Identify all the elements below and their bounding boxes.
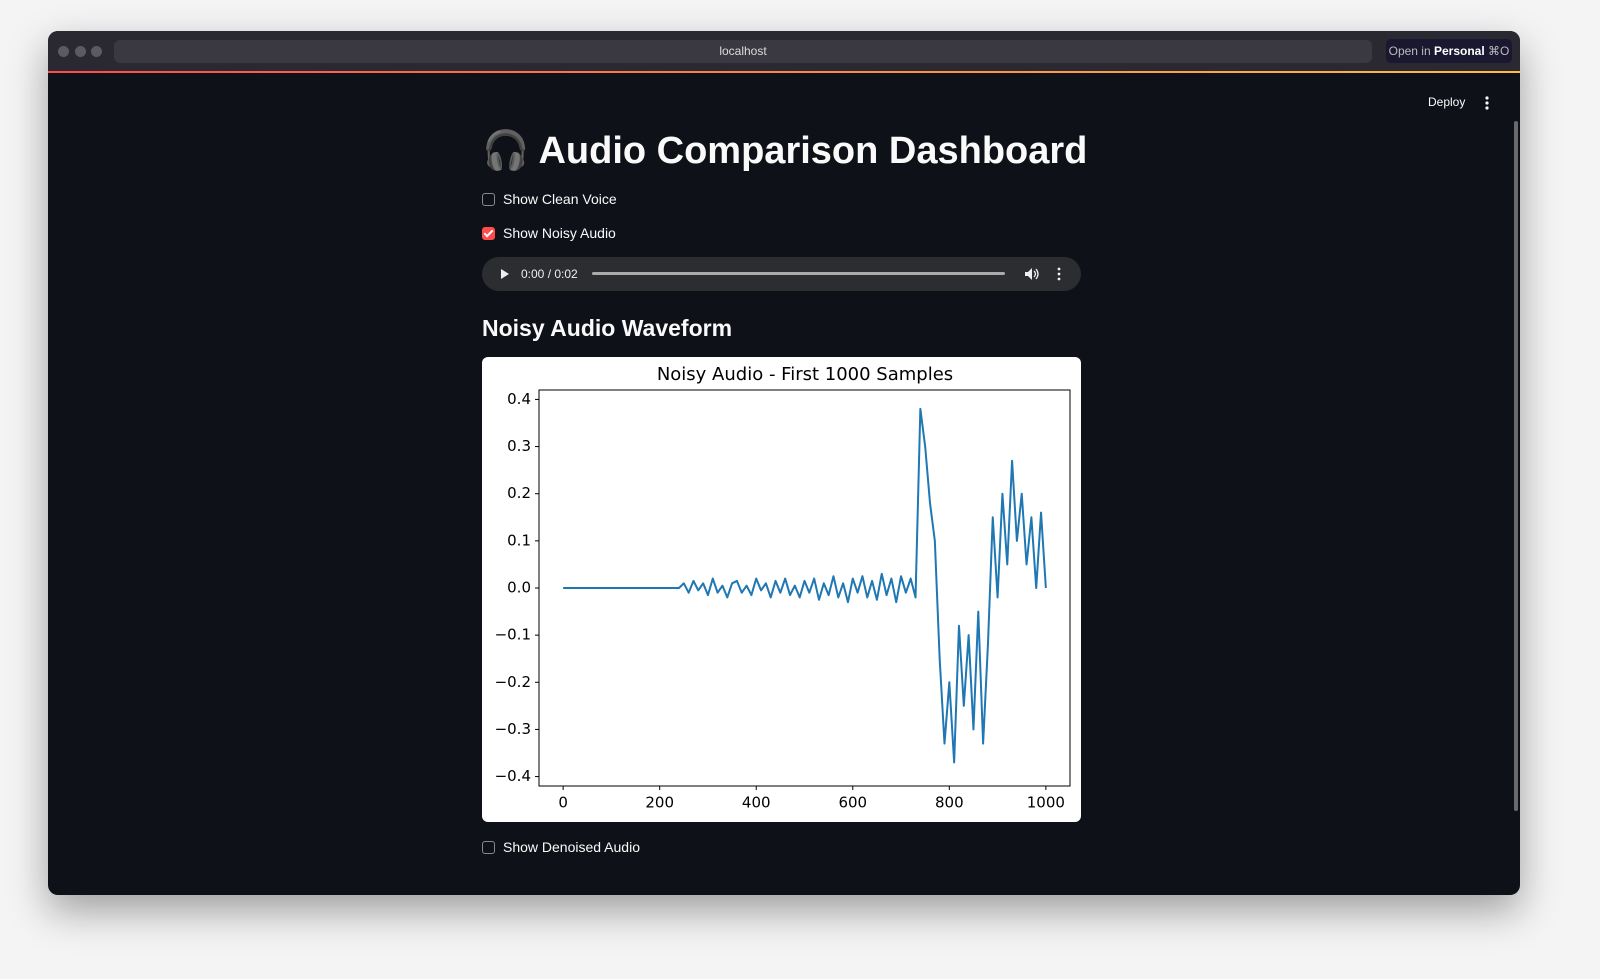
deploy-button[interactable]: Deploy: [1428, 95, 1466, 109]
minimize-button[interactable]: [75, 46, 86, 57]
page-title: 🎧 Audio Comparison Dashboard: [482, 130, 1088, 172]
checkbox-label: Show Denoised Audio: [503, 839, 640, 855]
checkbox-label: Show Clean Voice: [503, 191, 617, 207]
profile-name: Personal: [1433, 44, 1485, 58]
address-bar[interactable]: localhost: [114, 40, 1372, 63]
y-tick-label: −0.1: [495, 626, 531, 644]
x-tick-label: 0: [558, 794, 568, 812]
close-button[interactable]: [58, 46, 69, 57]
x-tick-label: 400: [742, 794, 771, 812]
shortcut: ⌘O: [1488, 44, 1510, 58]
checkbox-box: [482, 193, 495, 206]
checkbox[interactable]: Show Noisy Audio: [482, 225, 616, 241]
open-in-text: Open in: [1388, 44, 1431, 58]
y-tick-label: 0.0: [507, 579, 531, 597]
browser-toolbar: localhost Open in Personal ⌘O: [48, 31, 1520, 71]
waveform-line: [563, 407, 1047, 764]
checkbox[interactable]: Show Denoised Audio: [482, 839, 640, 855]
section-heading: Noisy Audio Waveform: [482, 315, 733, 341]
browser-window: localhost Open in Personal ⌘O Deploy 🎧 A…: [48, 31, 1520, 895]
open-in-button[interactable]: Open in Personal ⌘O: [1386, 39, 1512, 63]
y-tick-label: 0.4: [507, 390, 531, 408]
volume-button[interactable]: [1024, 267, 1040, 281]
audio-time: 0:00 / 0:02: [521, 267, 578, 281]
main-menu[interactable]: [1482, 95, 1492, 111]
y-tick-label: −0.4: [495, 767, 531, 785]
audio-player: 0:00 / 0:02: [482, 257, 1081, 291]
checkbox-box: [482, 841, 495, 854]
y-tick-label: 0.1: [507, 531, 531, 549]
y-tick-label: −0.2: [495, 673, 531, 691]
chart-container: Noisy Audio - First 1000 Samples −0.4 −0.…: [482, 357, 1081, 822]
checkbox[interactable]: Show Clean Voice: [482, 191, 617, 207]
scrollbar[interactable]: [1514, 121, 1518, 811]
checkbox-box: [482, 227, 495, 240]
x-tick-label: 200: [645, 794, 674, 812]
chart-title: Noisy Audio - First 1000 Samples: [657, 364, 953, 385]
y-tick-label: 0.3: [507, 437, 531, 455]
play-button[interactable]: [500, 268, 510, 280]
maximize-button[interactable]: [91, 46, 102, 57]
x-tick-label: 1000: [1027, 794, 1065, 812]
y-tick-label: −0.3: [495, 720, 531, 738]
player-menu[interactable]: [1056, 267, 1062, 281]
x-tick-label: 800: [935, 794, 964, 812]
y-tick-label: 0.2: [507, 484, 531, 502]
checkbox-label: Show Noisy Audio: [503, 225, 616, 241]
chart: Noisy Audio - First 1000 Samples −0.4 −0.…: [495, 364, 1071, 812]
x-tick-label: 600: [838, 794, 867, 812]
loading-bar: [48, 71, 1520, 73]
progress-bar[interactable]: [592, 272, 1005, 275]
